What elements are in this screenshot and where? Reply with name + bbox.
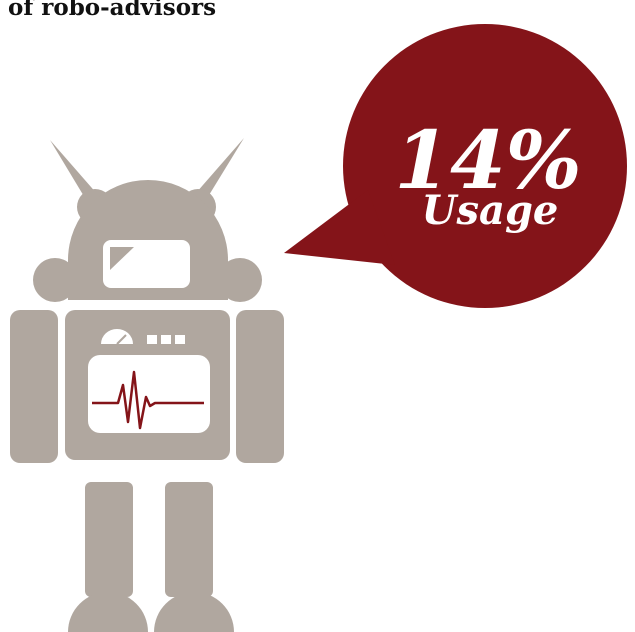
left-ear (33, 258, 77, 302)
gauge-icon (101, 329, 133, 344)
bubble-tail (284, 190, 395, 265)
stat-label: Usage (422, 187, 559, 234)
left-leg (85, 482, 133, 597)
heartbeat-line-icon (92, 370, 204, 430)
heading: of robo-advisors (8, 0, 217, 21)
bubble-circle (343, 24, 627, 308)
stat-value: 14% (394, 113, 581, 207)
left-arm (10, 310, 58, 463)
speech-bubble: 14% Usage (284, 24, 627, 308)
left-antenna (50, 140, 98, 203)
right-ear (218, 258, 262, 302)
right-arm (236, 310, 284, 463)
right-leg (165, 482, 213, 597)
right-foot (154, 592, 234, 632)
screen-glare (110, 247, 134, 270)
heartbeat-monitor (88, 355, 210, 433)
right-antenna (196, 138, 244, 200)
indicator-light (161, 335, 171, 344)
indicator-light (175, 335, 185, 344)
control-panel (101, 329, 185, 345)
face-screen (103, 240, 190, 288)
left-foot (68, 592, 148, 632)
indicator-light (147, 335, 157, 344)
